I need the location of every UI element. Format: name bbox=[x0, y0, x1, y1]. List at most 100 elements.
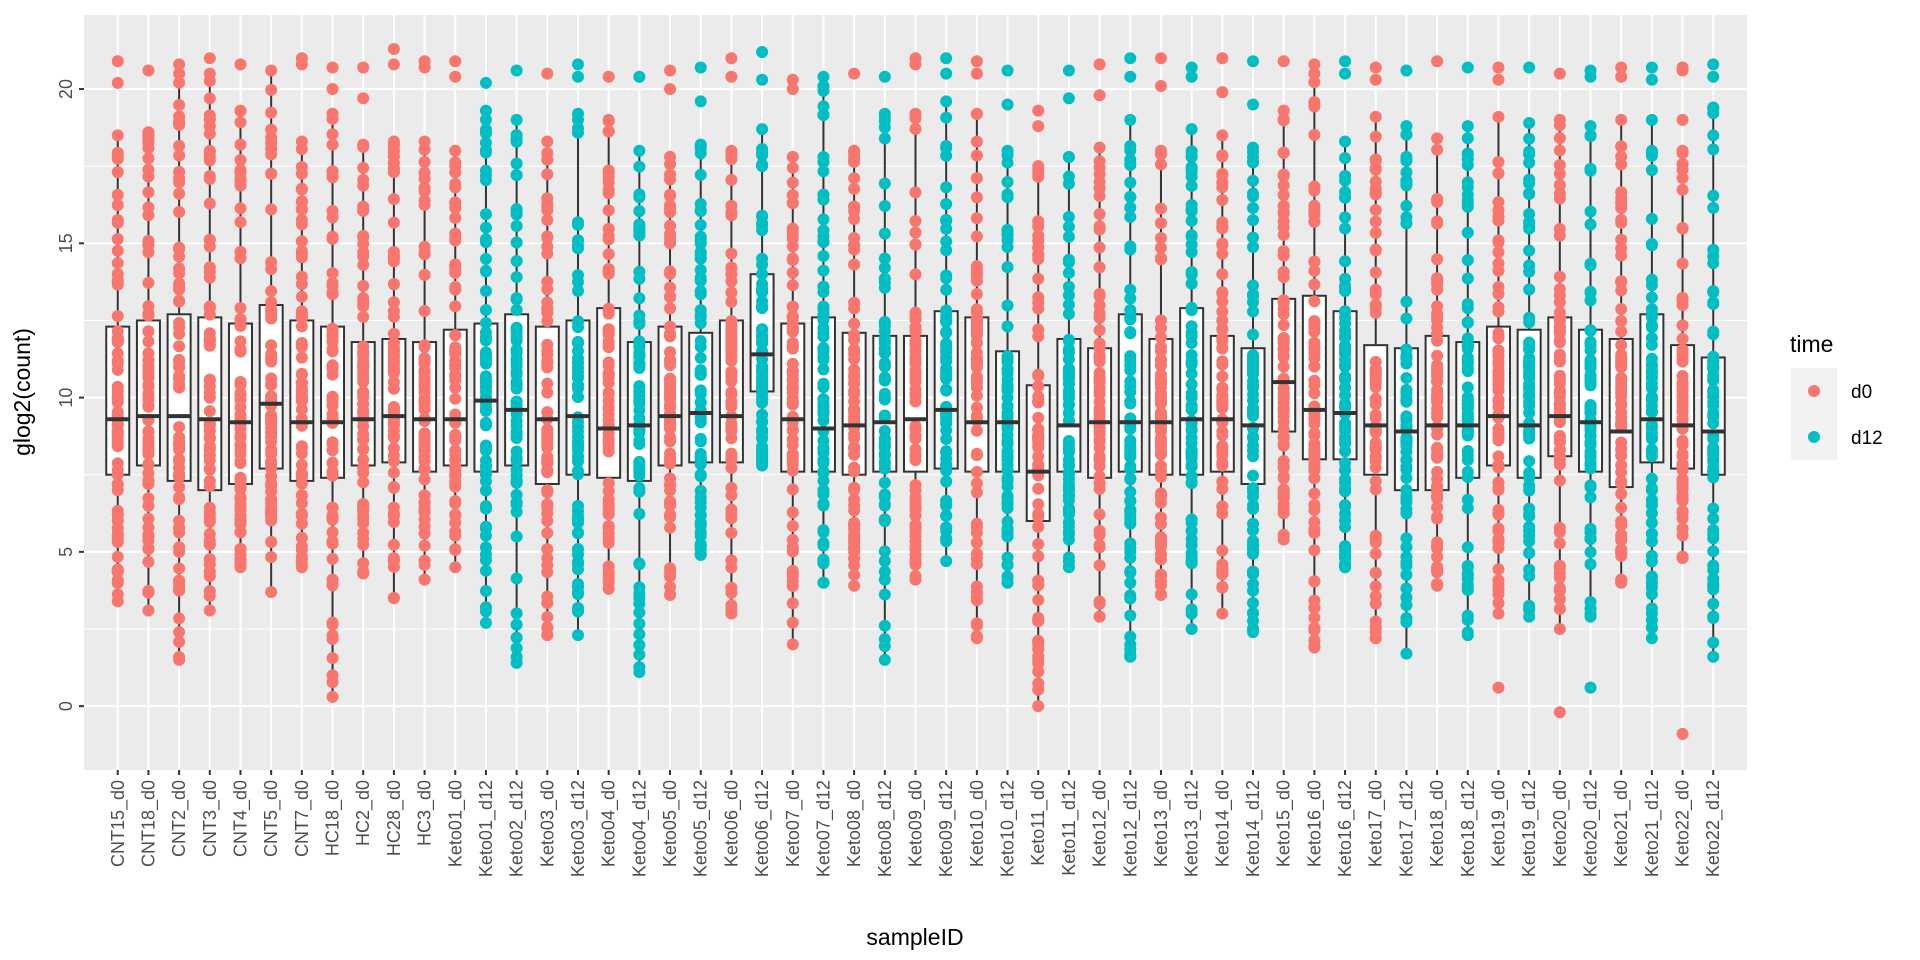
y-tick-label: 15 bbox=[56, 233, 76, 253]
data-point bbox=[1523, 432, 1536, 445]
data-point bbox=[909, 123, 922, 136]
data-point bbox=[510, 530, 523, 543]
data-point bbox=[265, 485, 278, 498]
data-point bbox=[1032, 411, 1045, 424]
data-point bbox=[1553, 435, 1566, 448]
data-point bbox=[878, 588, 891, 601]
data-point bbox=[1431, 550, 1444, 563]
data-point bbox=[817, 165, 830, 178]
box-group bbox=[1424, 55, 1450, 592]
data-point bbox=[234, 153, 247, 166]
data-point bbox=[479, 381, 492, 394]
data-point bbox=[449, 430, 462, 443]
box-group bbox=[1087, 58, 1113, 623]
data-point bbox=[817, 414, 830, 427]
data-point bbox=[1339, 281, 1352, 294]
data-point bbox=[817, 537, 830, 550]
data-point bbox=[694, 384, 707, 397]
x-tick-label: Keto01_d12 bbox=[476, 780, 497, 877]
data-point bbox=[1032, 507, 1045, 520]
data-point bbox=[1369, 547, 1382, 560]
data-point bbox=[1369, 153, 1382, 166]
data-point bbox=[1492, 563, 1505, 576]
data-point bbox=[909, 375, 922, 388]
data-point bbox=[1553, 283, 1566, 296]
data-point bbox=[1124, 190, 1137, 203]
data-point bbox=[111, 354, 124, 367]
data-point bbox=[1492, 508, 1505, 521]
data-point bbox=[326, 616, 339, 629]
data-point bbox=[694, 364, 707, 377]
data-point bbox=[940, 344, 953, 357]
data-point bbox=[1308, 623, 1321, 636]
data-point bbox=[1369, 632, 1382, 645]
data-point bbox=[1369, 110, 1382, 123]
data-point bbox=[725, 526, 738, 539]
data-point bbox=[111, 576, 124, 589]
data-point bbox=[1032, 380, 1045, 393]
data-point bbox=[1216, 268, 1229, 281]
box-group bbox=[718, 52, 744, 620]
data-point bbox=[725, 452, 738, 465]
data-point bbox=[1369, 374, 1382, 387]
data-point bbox=[1247, 565, 1260, 578]
data-point bbox=[786, 464, 799, 477]
data-point bbox=[541, 283, 554, 296]
data-point bbox=[479, 285, 492, 298]
data-point bbox=[173, 562, 186, 575]
data-point bbox=[848, 461, 861, 474]
data-point bbox=[1185, 516, 1198, 529]
data-point bbox=[1216, 332, 1229, 345]
data-point bbox=[633, 144, 646, 157]
outlier-point bbox=[387, 42, 400, 55]
data-point bbox=[1247, 328, 1260, 341]
data-point bbox=[1154, 217, 1167, 230]
data-point bbox=[786, 176, 799, 189]
data-point bbox=[1676, 348, 1689, 361]
data-point bbox=[940, 464, 953, 477]
data-point bbox=[848, 155, 861, 168]
data-point bbox=[1400, 434, 1413, 447]
data-point bbox=[479, 252, 492, 265]
data-point bbox=[449, 329, 462, 342]
data-point bbox=[1308, 429, 1321, 442]
data-point bbox=[817, 264, 830, 277]
data-point bbox=[1523, 502, 1536, 515]
outlier-point bbox=[694, 95, 707, 108]
data-point bbox=[909, 186, 922, 199]
data-point bbox=[1461, 188, 1474, 201]
data-point bbox=[1277, 319, 1290, 332]
data-point bbox=[387, 509, 400, 522]
data-point bbox=[479, 113, 492, 126]
outlier-point bbox=[510, 64, 523, 77]
data-point bbox=[878, 619, 891, 632]
outlier-point bbox=[1492, 73, 1505, 86]
data-point bbox=[295, 251, 308, 264]
data-point bbox=[1247, 379, 1260, 392]
data-point bbox=[664, 206, 677, 219]
data-point bbox=[1062, 377, 1075, 390]
data-point bbox=[1523, 535, 1536, 548]
data-point bbox=[479, 501, 492, 514]
data-point bbox=[1277, 207, 1290, 220]
data-point bbox=[878, 433, 891, 446]
data-point bbox=[940, 417, 953, 430]
data-point bbox=[1093, 287, 1106, 300]
data-point bbox=[541, 386, 554, 399]
data-point bbox=[1523, 610, 1536, 623]
data-point bbox=[1492, 374, 1505, 387]
x-tick-label: CNT18_d0 bbox=[138, 780, 159, 867]
outlier-point bbox=[1124, 70, 1137, 83]
data-point bbox=[1553, 521, 1566, 534]
data-point bbox=[878, 457, 891, 470]
data-point bbox=[1400, 295, 1413, 308]
data-point bbox=[1553, 311, 1566, 324]
x-tick-label: Keto17_d12 bbox=[1396, 780, 1417, 877]
data-point bbox=[1707, 447, 1720, 460]
data-point bbox=[541, 629, 554, 642]
data-point bbox=[234, 444, 247, 457]
data-point bbox=[1216, 568, 1229, 581]
data-point bbox=[940, 535, 953, 548]
data-point bbox=[1431, 540, 1444, 553]
data-point bbox=[326, 170, 339, 183]
